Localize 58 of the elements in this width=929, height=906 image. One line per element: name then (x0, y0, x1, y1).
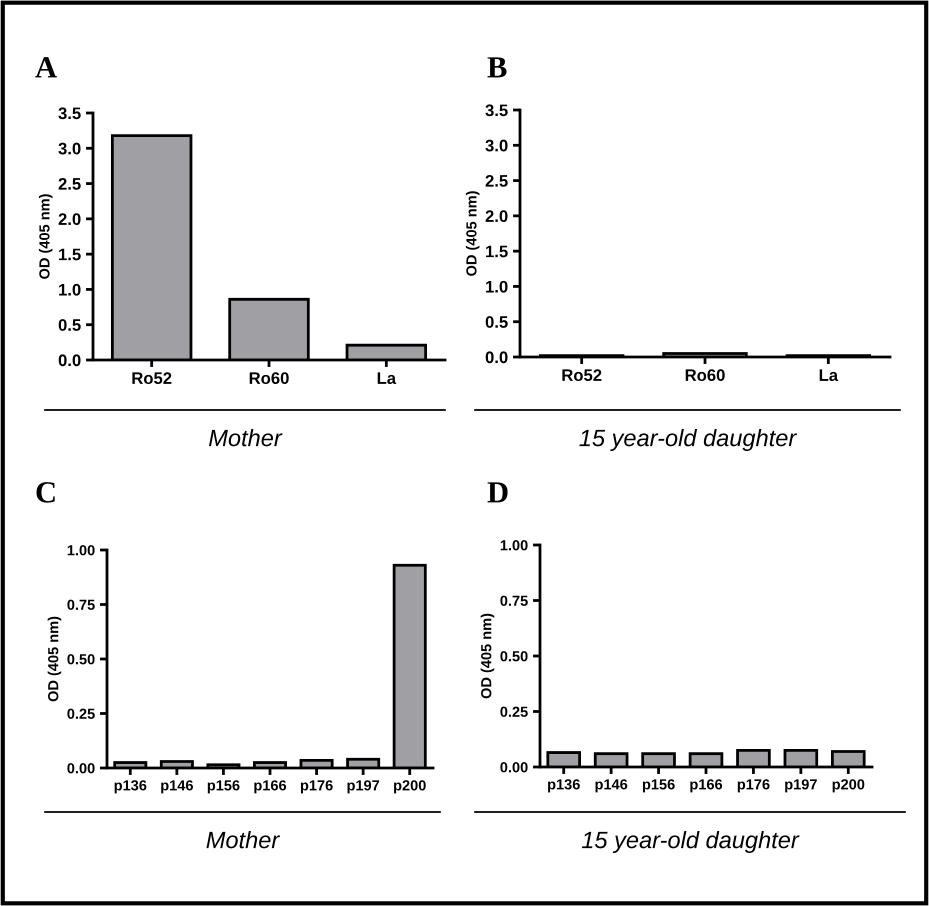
y-tick-label: 1.0 (59, 284, 81, 296)
y-tick-label: 2.0 (58, 213, 81, 226)
y-tick-label: 1.5 (486, 246, 508, 258)
x-axis-title: Mother (208, 428, 283, 446)
x-axis-title: Mother (206, 830, 280, 848)
y-tick-label: 3.5 (58, 107, 81, 120)
y-tick-label: 3.0 (485, 140, 508, 152)
x-tick-label: p156 (208, 780, 240, 794)
x-tick-label: p197 (785, 779, 817, 792)
x-tick-label: p197 (347, 780, 380, 794)
x-tick-label: p166 (254, 780, 286, 794)
y-axis-title: OD (405 nm) (48, 616, 62, 702)
y-tick-label: 2.0 (486, 210, 508, 222)
x-tick-label: p156 (642, 779, 675, 792)
y-tick-label: 0.00 (500, 762, 528, 772)
x-tick-label: p200 (832, 779, 864, 792)
y-tick-label: 0.00 (67, 763, 95, 774)
y-tick-label: 0.25 (500, 706, 528, 717)
y-tick-label: 0.5 (486, 316, 508, 328)
y-axis-title: OD (405 nm) (38, 194, 52, 279)
x-tick-label: La (378, 372, 396, 384)
chart-title: D (488, 482, 508, 502)
x-tick-label: p176 (300, 780, 333, 794)
x-tick-label: p200 (394, 780, 426, 794)
y-tick-label: 0.0 (486, 351, 508, 364)
y-tick-label: 0.50 (67, 654, 95, 664)
x-tick-label: Ro60 (250, 372, 289, 384)
y-tick-label: 3.0 (58, 142, 81, 155)
y-tick-label: 0.50 (500, 651, 528, 662)
y-tick-label: 1.00 (500, 540, 528, 550)
y-axis-title: OD (405 nm) (480, 614, 494, 698)
chart-title: B (488, 57, 507, 78)
y-tick-label: 1.00 (68, 545, 95, 556)
y-tick-label: 0.75 (67, 600, 95, 610)
x-tick-label: p146 (595, 779, 628, 792)
x-axis-title: 15 year-old daughter (579, 428, 798, 452)
x-tick-label: p166 (690, 779, 722, 792)
y-tick-label: 2.5 (486, 174, 508, 187)
y-tick-label: 0.25 (67, 708, 95, 719)
x-axis-title: 15 year-old daughter (582, 830, 800, 854)
chart-title: A (35, 57, 57, 78)
y-tick-label: 0.0 (58, 354, 81, 366)
y-tick-label: 0.75 (500, 596, 528, 606)
x-tick-label: p136 (114, 780, 146, 794)
y-tick-label: 0.5 (58, 319, 81, 331)
x-tick-label: p136 (548, 779, 580, 792)
x-tick-label: Ro60 (686, 369, 725, 382)
y-tick-label: 1.5 (59, 248, 81, 260)
x-tick-label: Ro52 (132, 372, 172, 384)
x-tick-label: p176 (738, 779, 770, 792)
y-tick-label: 2.5 (58, 178, 81, 190)
chart-title: C (36, 482, 55, 503)
y-axis-title: OD (405 nm) (466, 191, 480, 276)
y-tick-label: 1.0 (486, 280, 508, 293)
x-tick-label: La (820, 369, 838, 382)
x-tick-label: Ro52 (562, 369, 602, 382)
x-tick-label: p146 (161, 780, 193, 794)
y-tick-label: 3.5 (485, 104, 508, 116)
